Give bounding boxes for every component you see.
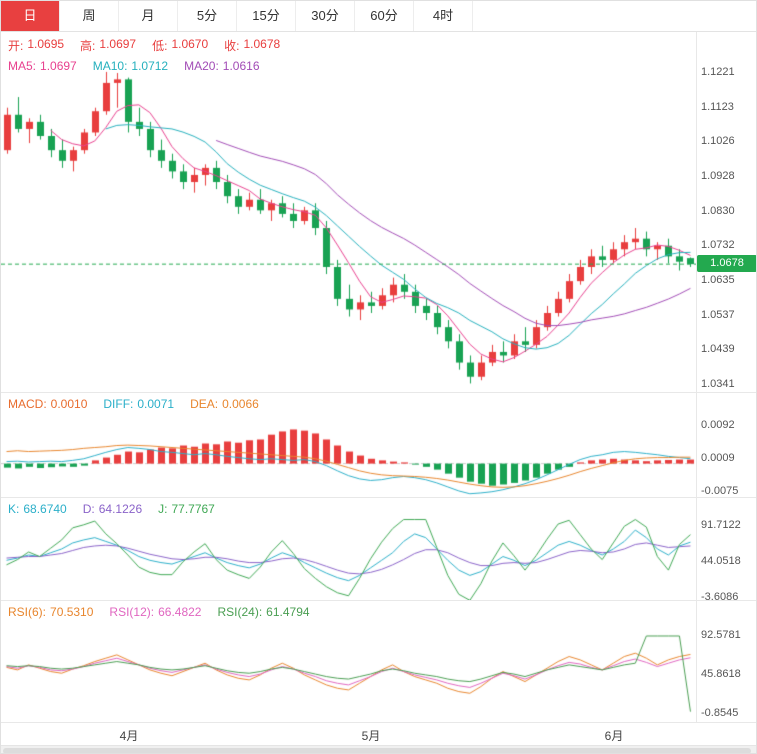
y-axis-label: 92.5781: [701, 629, 741, 641]
y-axis-label: 1.1221: [701, 66, 735, 78]
rsi-readout: RSI(6): 70.5310 RSI(12): 66.4822 RSI(24): 6…: [8, 605, 310, 619]
ma5-readout: MA5: 1.0697: [8, 59, 77, 73]
panel-divider: [1, 392, 756, 393]
ma20-readout: MA20: 1.0616: [184, 59, 260, 73]
panel-divider: [1, 497, 756, 498]
tab-week[interactable]: 周: [60, 1, 119, 31]
tab-30min[interactable]: 30分: [296, 1, 355, 31]
y-axis-label: 1.1123: [701, 100, 734, 113]
rsi24-readout: RSI(24): 61.4794: [217, 605, 310, 619]
rsi12-readout: RSI(12): 66.4822: [109, 605, 202, 619]
y-axis-label: 45.8618: [701, 668, 741, 680]
d-readout: D: 64.1226: [82, 502, 143, 516]
y-axis-label: 1.0830: [701, 204, 735, 217]
rsi-axis: 92.5781 45.8618 -0.8545: [701, 629, 756, 719]
kdj-readout: K: 68.6740 D: 64.1226 J: 77.7767: [8, 502, 215, 516]
ma10-readout: MA10: 1.0712: [92, 59, 169, 73]
rsi6-readout: RSI(6): 70.5310: [8, 605, 94, 619]
kdj-chart[interactable]: [1, 498, 696, 601]
macd-value-readout: MACD: 0.0010: [8, 397, 88, 411]
dea-readout: DEA: 0.0066: [190, 397, 259, 411]
scrollbar-thumb[interactable]: [3, 748, 751, 753]
close-readout: 收: 1.0678: [224, 37, 281, 53]
y-axis-label: -0.0075: [701, 485, 739, 497]
y-axis-label: -0.8545: [701, 707, 739, 719]
y-axis-label: 1.0341: [701, 377, 735, 390]
j-readout: J: 77.7767: [158, 502, 215, 516]
last-price-badge: 1.0678: [697, 255, 756, 272]
macd-axis: 0.0092 0.0009 -0.0075: [701, 419, 756, 497]
y-axis-label: 44.0518: [701, 555, 741, 567]
high-readout: 高: 1.0697: [80, 37, 137, 53]
tab-5min[interactable]: 5分: [178, 1, 237, 31]
y-axis-label: 1.0928: [701, 169, 735, 182]
axis-divider: [696, 32, 697, 723]
tab-month[interactable]: 月: [119, 1, 178, 31]
y-axis-label: 1.0635: [701, 273, 735, 286]
kdj-axis: 91.7122 44.0518 -3.6086: [701, 519, 756, 603]
tab-15min[interactable]: 15分: [237, 1, 296, 31]
y-axis-label: 1.1026: [701, 135, 735, 148]
diff-readout: DIFF: 0.0071: [103, 397, 175, 411]
y-axis-label: 91.7122: [701, 519, 741, 531]
ma-readout: MA5: 1.0697 MA10: 1.0712 MA20: 1.0616: [8, 59, 260, 73]
macd-chart[interactable]: [1, 393, 696, 498]
low-readout: 低: 1.0670: [152, 37, 209, 53]
rsi-chart[interactable]: [1, 601, 696, 723]
horizontal-scrollbar[interactable]: [1, 745, 756, 753]
timeframe-tabbar: 日 周 月 5分 15分 30分 60分 4时: [1, 1, 756, 32]
x-label-month: 6月: [604, 729, 624, 743]
panel-divider: [1, 722, 756, 723]
panel-divider: [1, 600, 756, 601]
y-axis-label: 1.0732: [701, 239, 735, 252]
y-axis-label: 0.0009: [701, 452, 735, 464]
k-readout: K: 68.6740: [8, 502, 67, 516]
x-label-month: 4月: [119, 729, 139, 743]
ohlc-readout: 开: 1.0695 高: 1.0697 低: 1.0670 收: 1.0678: [8, 37, 280, 54]
tab-4hour[interactable]: 4时: [414, 1, 473, 31]
x-label-month: 5月: [361, 729, 381, 743]
y-axis-label: -3.6086: [701, 591, 739, 603]
open-readout: 开: 1.0695: [8, 37, 65, 53]
tab-day[interactable]: 日: [1, 1, 60, 31]
candlestick-chart[interactable]: [1, 33, 696, 393]
y-axis-label: 1.0537: [701, 308, 735, 321]
y-axis-label: 0.0092: [701, 419, 735, 431]
macd-readout: MACD: 0.0010 DIFF: 0.0071 DEA: 0.0066: [8, 397, 259, 411]
tab-60min[interactable]: 60分: [355, 1, 414, 31]
price-axis: 1.1221 1.1123 1.1026 1.0928 1.0830 1.073…: [701, 66, 756, 390]
y-axis-label: 1.0439: [701, 343, 735, 356]
